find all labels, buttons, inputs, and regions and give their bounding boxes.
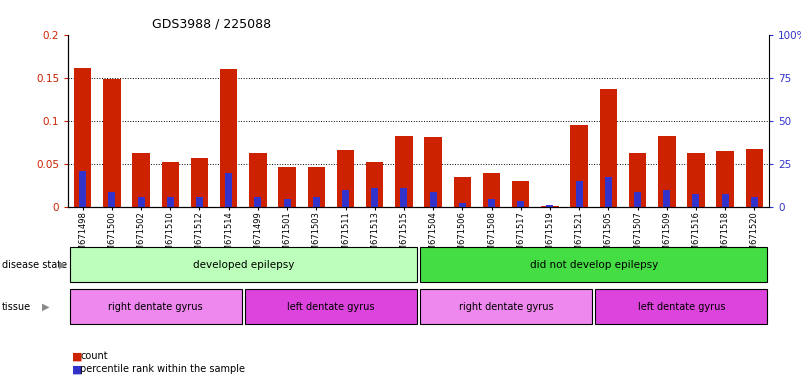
Bar <box>483 173 501 207</box>
Text: GDS3988 / 225088: GDS3988 / 225088 <box>152 17 272 30</box>
Text: tissue: tissue <box>2 302 30 312</box>
Bar <box>225 173 232 207</box>
Bar <box>167 197 174 207</box>
Bar <box>132 153 150 207</box>
Bar <box>342 190 349 207</box>
Bar <box>79 171 87 207</box>
Bar <box>663 190 670 207</box>
Text: percentile rank within the sample: percentile rank within the sample <box>80 364 245 374</box>
Bar <box>400 189 408 207</box>
Bar <box>74 68 91 207</box>
Text: disease state: disease state <box>2 260 66 270</box>
Text: ■: ■ <box>72 364 83 374</box>
Bar <box>517 201 524 207</box>
Bar <box>103 79 121 207</box>
Text: did not develop epilepsy: did not develop epilepsy <box>529 260 658 270</box>
Bar <box>284 199 291 207</box>
Text: ▶: ▶ <box>42 302 49 312</box>
Bar <box>308 167 325 207</box>
Bar <box>395 136 413 207</box>
Bar <box>576 182 582 207</box>
Bar <box>692 194 699 207</box>
Bar <box>138 197 145 207</box>
Text: ▶: ▶ <box>59 260 66 270</box>
Bar <box>425 137 442 207</box>
Bar <box>570 125 588 207</box>
Bar <box>658 136 675 207</box>
Bar <box>629 153 646 207</box>
Bar <box>687 153 705 207</box>
Bar <box>453 177 471 207</box>
Bar <box>716 151 734 207</box>
Bar <box>108 192 115 207</box>
Bar <box>634 192 641 207</box>
Bar <box>429 192 437 207</box>
Bar <box>751 197 758 207</box>
Bar <box>220 69 237 207</box>
Text: ■: ■ <box>72 351 83 361</box>
Bar <box>459 203 466 207</box>
Bar <box>279 167 296 207</box>
Bar <box>162 162 179 207</box>
Text: right dentate gyrus: right dentate gyrus <box>459 302 553 312</box>
Bar <box>488 199 495 207</box>
Bar <box>722 194 729 207</box>
Bar <box>371 189 378 207</box>
Bar <box>255 197 261 207</box>
Bar <box>512 180 529 207</box>
Bar <box>336 151 354 207</box>
Text: left dentate gyrus: left dentate gyrus <box>288 302 375 312</box>
Bar <box>196 197 203 207</box>
Bar <box>600 89 617 207</box>
Bar <box>746 149 763 207</box>
Bar <box>366 162 384 207</box>
Bar <box>249 153 267 207</box>
Text: developed epilepsy: developed epilepsy <box>192 260 294 270</box>
Bar <box>605 177 612 207</box>
Bar <box>313 197 320 207</box>
Text: right dentate gyrus: right dentate gyrus <box>108 302 203 312</box>
Text: left dentate gyrus: left dentate gyrus <box>638 302 725 312</box>
Bar <box>546 205 553 207</box>
Text: count: count <box>80 351 107 361</box>
Bar <box>191 158 208 207</box>
